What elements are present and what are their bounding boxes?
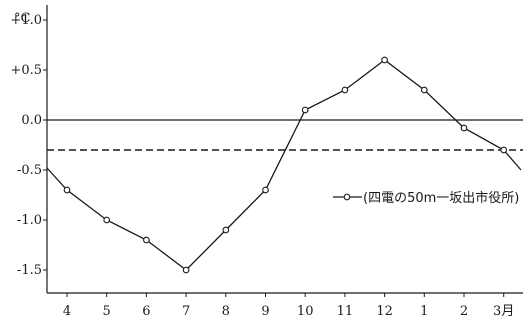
y-tick-label: +0.5 [10, 63, 42, 78]
x-tick-label: 4 [63, 304, 71, 319]
data-point [143, 236, 150, 244]
data-point [381, 56, 388, 64]
x-tick-label: 2 [460, 304, 468, 319]
x-tick-label: 12 [376, 304, 393, 319]
y-tick-label: -1.5 [17, 263, 42, 278]
data-point [420, 86, 428, 94]
chart-series [46, 56, 522, 274]
data-point [222, 226, 230, 234]
data-point [182, 266, 190, 274]
data-point [103, 216, 111, 224]
data-point [262, 186, 269, 194]
y-axis-unit: °C [14, 11, 31, 26]
legend-marker [343, 193, 351, 201]
x-tick-label: 10 [297, 304, 314, 319]
data-point [460, 124, 468, 132]
data-point [500, 146, 508, 154]
data-point [301, 106, 309, 114]
x-tick-label: 5 [103, 304, 111, 319]
data-point [63, 186, 71, 194]
y-tick-label: +1.0 [10, 13, 42, 28]
series-line [46, 59, 522, 271]
x-tick-label: 8 [222, 304, 230, 319]
x-tick-label: 7 [182, 304, 190, 319]
y-tick-label: -1.0 [17, 213, 42, 228]
x-tick-label: 6 [142, 304, 150, 319]
reference-lines [47, 119, 523, 151]
x-tick-label: 11 [337, 304, 354, 319]
x-tick-label: 1 [420, 304, 428, 319]
data-point [341, 86, 349, 94]
x-tick-label: 3月 [493, 304, 514, 319]
y-tick-label: -0.5 [17, 163, 42, 178]
y-tick-label: 0.0 [21, 113, 42, 128]
chart-legend: (四電の50m一坂出市役所) [333, 190, 519, 206]
x-tick-label: 9 [261, 304, 269, 319]
chart-axes: °C+1.0+0.50.0-0.5-1.0-1.54 5 6 7 8 9 10 11 12 1 2 3… [10, 5, 523, 319]
legend-label: (四電の50m一坂出市役所) [363, 190, 519, 206]
